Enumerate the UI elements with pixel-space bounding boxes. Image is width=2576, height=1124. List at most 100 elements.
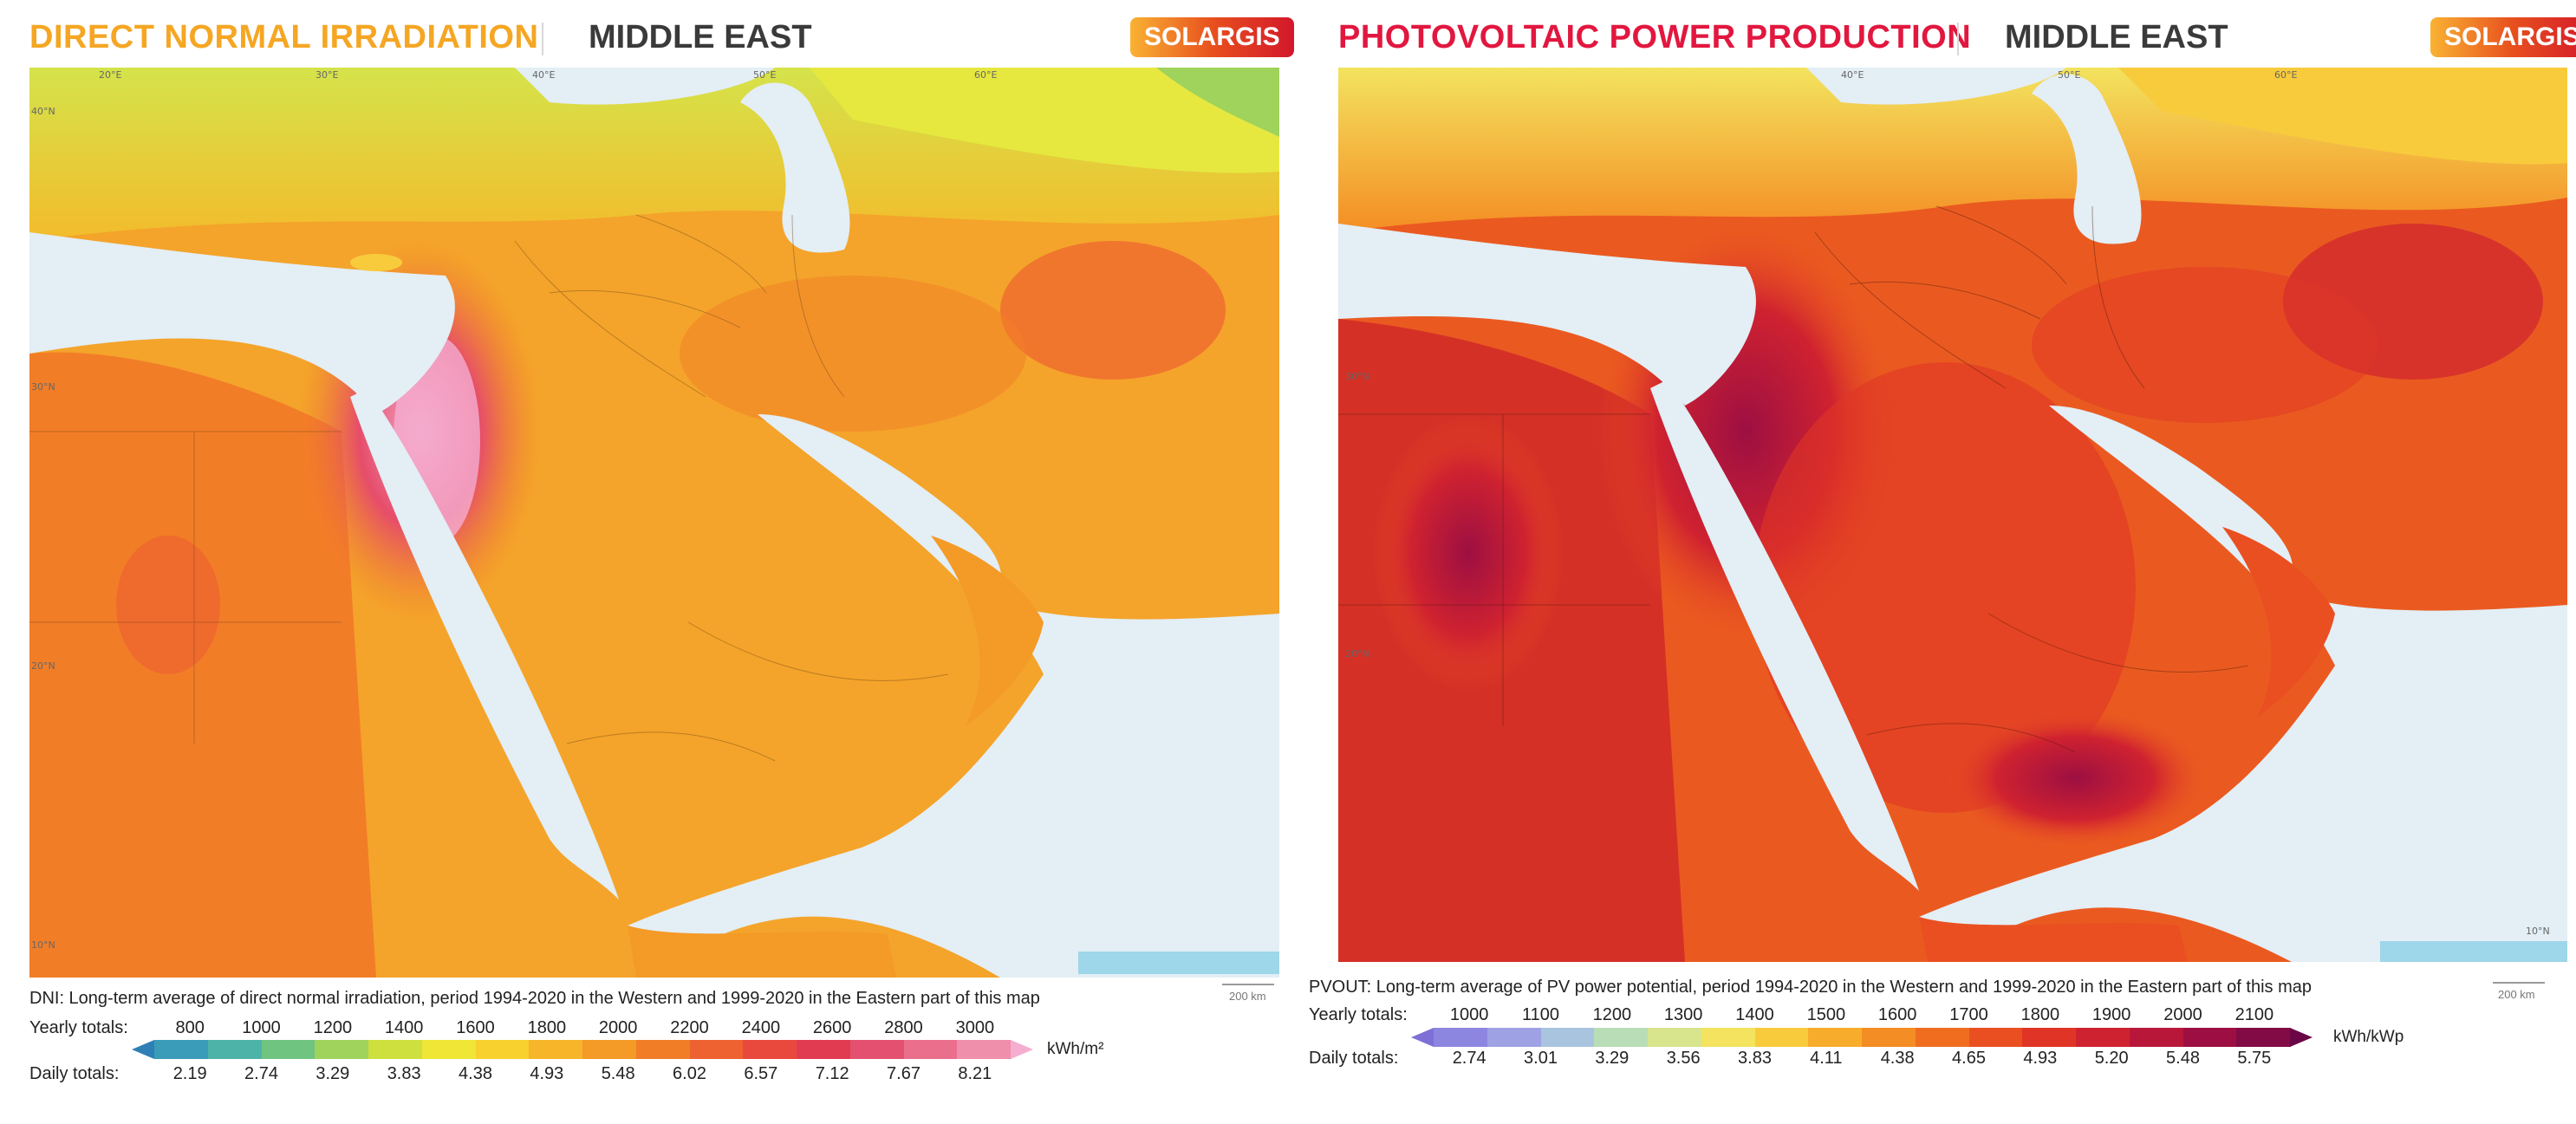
svg-text:10°N: 10°N bbox=[31, 939, 55, 951]
legend-color-step bbox=[743, 1040, 797, 1059]
pvout-title: PHOTOVOLTAIC POWER PRODUCTION bbox=[1338, 19, 1972, 55]
legend-color-step bbox=[1648, 1028, 1702, 1047]
daily-tick-label: 5.48 bbox=[2166, 1049, 2200, 1068]
pvout-panel: PHOTOVOLTAIC POWER PRODUCTION MIDDLE EAS… bbox=[1309, 0, 2576, 1124]
svg-text:20°N: 20°N bbox=[1345, 648, 1369, 659]
svg-text:40°E: 40°E bbox=[1841, 69, 1864, 81]
daily-tick-label: 3.83 bbox=[387, 1064, 421, 1083]
svg-text:30°N: 30°N bbox=[31, 381, 55, 393]
yearly-tick-label: 1500 bbox=[1806, 1005, 1846, 1024]
legend-color-step bbox=[2076, 1028, 2130, 1047]
yearly-tick-label: 2600 bbox=[812, 1018, 852, 1037]
daily-tick-label: 5.75 bbox=[2237, 1049, 2272, 1068]
legend-color-step bbox=[903, 1040, 958, 1059]
daily-tick-label: 6.02 bbox=[673, 1064, 706, 1083]
dni-map: 20°E 30°E 40°E 50°E 60°E 40°N 30°N 20°N … bbox=[29, 68, 1279, 978]
pvout-map-image: 40°E 50°E 60°E 30°N 20°N 10°N bbox=[1338, 68, 2567, 962]
daily-tick-label: 6.57 bbox=[744, 1064, 778, 1083]
legend-color-step bbox=[1701, 1028, 1755, 1047]
dni-unit: kWh/m² bbox=[1047, 1040, 1104, 1058]
dni-map-image: 20°E 30°E 40°E 50°E 60°E 40°N 30°N 20°N … bbox=[29, 68, 1279, 978]
daily-tick-label: 5.48 bbox=[601, 1064, 635, 1083]
legend-color-step bbox=[1540, 1028, 1595, 1047]
map-water-patch bbox=[2380, 941, 2567, 962]
daily-tick-label: 3.56 bbox=[1666, 1049, 1701, 1068]
daily-tick-label: 3.29 bbox=[315, 1064, 350, 1083]
dni-title: DIRECT NORMAL IRRADIATION bbox=[29, 19, 539, 55]
yearly-tick-label: 1300 bbox=[1663, 1005, 1703, 1024]
dni-color-legend bbox=[132, 1040, 1033, 1059]
legend-color-step bbox=[2022, 1028, 2077, 1047]
scale-bar-label: 200 km bbox=[1229, 990, 1266, 1003]
legend-color-step bbox=[1862, 1028, 1916, 1047]
solargis-logo: SOLARGIS bbox=[1130, 17, 1294, 57]
legend-color-step bbox=[1754, 1028, 1809, 1047]
legend-color-step bbox=[957, 1040, 1012, 1059]
daily-tick-label: 2.74 bbox=[1452, 1049, 1486, 1068]
yearly-tick-label: 1200 bbox=[313, 1018, 353, 1037]
solargis-logo: SOLARGIS bbox=[2430, 17, 2576, 57]
dni-region: MIDDLE EAST bbox=[589, 19, 812, 55]
legend-color-step bbox=[315, 1040, 369, 1059]
legend-color-step bbox=[1434, 1028, 1488, 1047]
yearly-tick-label: 1600 bbox=[456, 1018, 495, 1037]
svg-text:20°N: 20°N bbox=[31, 660, 55, 672]
daily-tick-label: 7.12 bbox=[815, 1064, 849, 1083]
daily-tick-label: 4.38 bbox=[1880, 1049, 1915, 1068]
dni-caption: DNI: Long-term average of direct normal … bbox=[29, 989, 1040, 1008]
header-divider bbox=[542, 23, 543, 55]
legend-color-step bbox=[2182, 1028, 2237, 1047]
daily-tick-label: 4.93 bbox=[530, 1064, 564, 1083]
legend-color-step bbox=[261, 1040, 315, 1059]
scale-bar bbox=[1222, 984, 1274, 985]
legend-color-step bbox=[1915, 1028, 1969, 1047]
legend-color-step bbox=[689, 1040, 744, 1059]
pvout-caption: PVOUT: Long-term average of PV power pot… bbox=[1309, 978, 2312, 997]
daily-tick-label: 2.74 bbox=[244, 1064, 278, 1083]
yearly-tick-label: 2200 bbox=[670, 1018, 709, 1037]
svg-text:40°E: 40°E bbox=[532, 69, 555, 81]
daily-tick-label: 7.67 bbox=[887, 1064, 920, 1083]
legend-color-step bbox=[2236, 1028, 2291, 1047]
dni-header: DIRECT NORMAL IRRADIATION MIDDLE EAST SO… bbox=[29, 12, 1294, 64]
yearly-tick-label: 1600 bbox=[1877, 1005, 1917, 1024]
yearly-tick-label: 1200 bbox=[1592, 1005, 1632, 1024]
legend-color-step bbox=[475, 1040, 530, 1059]
yearly-tick-label: 3000 bbox=[955, 1018, 995, 1037]
svg-text:20°E: 20°E bbox=[99, 69, 121, 81]
pvout-unit: kWh/kWp bbox=[2333, 1028, 2404, 1046]
legend-color-step bbox=[582, 1040, 637, 1059]
yearly-tick-label: 1800 bbox=[2020, 1005, 2060, 1024]
pvout-color-legend bbox=[1411, 1028, 2313, 1047]
legend-color-step bbox=[1594, 1028, 1649, 1047]
svg-text:10°N: 10°N bbox=[2526, 926, 2550, 937]
legend-color-step bbox=[154, 1040, 209, 1059]
header-divider bbox=[1957, 23, 1959, 55]
svg-text:60°E: 60°E bbox=[974, 69, 997, 81]
svg-text:40°N: 40°N bbox=[31, 106, 55, 117]
svg-text:30°E: 30°E bbox=[315, 69, 338, 81]
daily-tick-label: 5.20 bbox=[2094, 1049, 2129, 1068]
daily-tick-label: 3.83 bbox=[1738, 1049, 1772, 1068]
legend-color-step bbox=[368, 1040, 423, 1059]
daily-tick-label: 2.19 bbox=[172, 1064, 207, 1083]
dni-daily-label: Daily totals: bbox=[29, 1064, 120, 1083]
yearly-tick-label: 2000 bbox=[2163, 1005, 2202, 1024]
scale-bar-label: 200 km bbox=[2498, 988, 2535, 1001]
legend-arrow-left bbox=[1411, 1028, 1434, 1047]
dni-panel: DIRECT NORMAL IRRADIATION MIDDLE EAST SO… bbox=[29, 12, 1294, 1083]
yearly-tick-label: 1800 bbox=[527, 1018, 567, 1037]
legend-color-step bbox=[207, 1040, 262, 1059]
svg-text:30°N: 30°N bbox=[1345, 371, 1369, 382]
svg-text:50°E: 50°E bbox=[2058, 69, 2080, 81]
svg-text:60°E: 60°E bbox=[2274, 69, 2297, 81]
yearly-tick-label: 1900 bbox=[2091, 1005, 2131, 1024]
pvout-yearly-label: Yearly totals: bbox=[1309, 1005, 1408, 1024]
yearly-tick-label: 1000 bbox=[242, 1018, 281, 1037]
daily-tick-label: 3.01 bbox=[1524, 1049, 1558, 1068]
legend-color-step bbox=[1486, 1028, 1541, 1047]
pvout-header: PHOTOVOLTAIC POWER PRODUCTION MIDDLE EAS… bbox=[1338, 12, 2576, 64]
dni-yearly-label: Yearly totals: bbox=[29, 1018, 128, 1037]
legend-arrow-right bbox=[2290, 1028, 2313, 1047]
yearly-tick-label: 1400 bbox=[384, 1018, 424, 1037]
